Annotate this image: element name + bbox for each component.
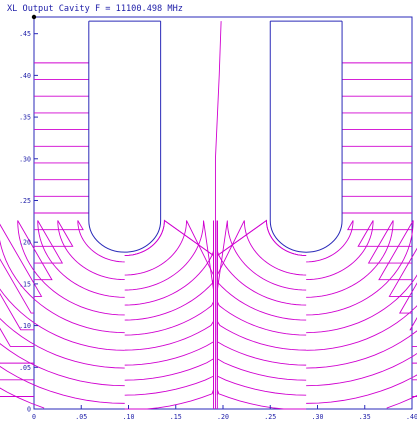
field-line-outer-right-4 (306, 346, 417, 387)
field-line-outer-left-2 (0, 379, 45, 409)
field-line-outer-left-8 (17, 220, 125, 316)
field-line-center-right-7 (216, 220, 307, 321)
field-line-center-right-3 (216, 220, 307, 381)
x-axis-tick-label: .25 (264, 413, 276, 421)
field-line-outer-right-9 (306, 220, 412, 298)
field-line-symmetry (214, 21, 222, 409)
chart-title: XL Output Cavity F = 11100.498 MHz (7, 4, 183, 14)
field-line-outer-left-5 (0, 293, 125, 369)
field-line-center-left-2 (124, 220, 214, 396)
origin-marker-icon (31, 14, 37, 20)
field-line-center-right-4 (216, 220, 307, 366)
field-line-center-right-9 (216, 220, 307, 291)
cavity-boundary-layer (88, 20, 343, 253)
field-line-center-left-7 (124, 220, 214, 321)
field-line-outer-left-7 (0, 223, 125, 334)
y-axis-tick-label: .10 (19, 322, 31, 330)
field-line-outer-right-8 (306, 220, 414, 316)
field-line-center-left-12 (124, 219, 214, 256)
y-axis-tick-label: 0 (27, 406, 31, 414)
axes-layer: 0 .05 .10 .15 .20 .25 .30 .35 .40 0 .05 .10 .15 .20 .2… (19, 14, 417, 421)
field-line-center-left-10 (124, 220, 214, 276)
field-line-outer-right-7 (306, 247, 417, 334)
field-line-center-left-9 (124, 220, 214, 291)
field-line-outer-left-9 (34, 220, 125, 298)
field-line-center-left-8 (124, 220, 214, 306)
field-line-center-left-3 (124, 220, 214, 381)
x-axis-tick-label: .10 (123, 413, 135, 421)
field-line-outer-right-3 (306, 362, 417, 404)
field-line-outer-left-11 (34, 220, 125, 263)
field-line-center-right-12 (217, 219, 307, 256)
x-axis-tick-label: 0 (32, 413, 36, 421)
field-line-outer-left-4 (0, 327, 125, 387)
y-axis-tick-label: .20 (19, 239, 31, 247)
field-line-outer-right-5 (306, 317, 417, 369)
y-axis-tick-label: .15 (19, 280, 31, 288)
y-axis-tick-label: .45 (19, 30, 31, 38)
x-axis-tick-label: .40 (406, 413, 417, 421)
y-axis-tick-label: .30 (19, 155, 31, 163)
field-line-center-left-4 (124, 220, 214, 366)
field-line-outer-right-11 (306, 220, 412, 263)
y-axis-tick-label: .40 (19, 72, 31, 80)
field-line-outer-left-1 (0, 396, 34, 397)
y-axis-tick-label: .35 (19, 114, 31, 122)
x-axis-tick-label: .35 (359, 413, 371, 421)
field-line-outer-right-6 (306, 282, 417, 351)
y-axis-tick-label: .05 (19, 364, 31, 372)
x-axis-tick-label: .15 (170, 413, 182, 421)
x-axis-tick-label: .05 (75, 413, 87, 421)
field-line-center-right-2 (216, 220, 307, 396)
field-line-outer-right-1 (412, 396, 417, 397)
x-axis-tick-label: .30 (312, 413, 324, 421)
x-axis-tick-label: .20 (217, 413, 229, 421)
field-line-center-right-8 (216, 220, 307, 306)
field-line-center-right-10 (216, 220, 307, 276)
drift-tube-nose-left (88, 21, 162, 253)
field-line-outer-left-6 (0, 258, 125, 351)
field-lines-layer (0, 21, 417, 410)
y-axis-tick-label: .25 (19, 197, 31, 205)
field-line-outer-left-3 (0, 362, 125, 404)
drift-tube-nose-right (269, 21, 343, 253)
